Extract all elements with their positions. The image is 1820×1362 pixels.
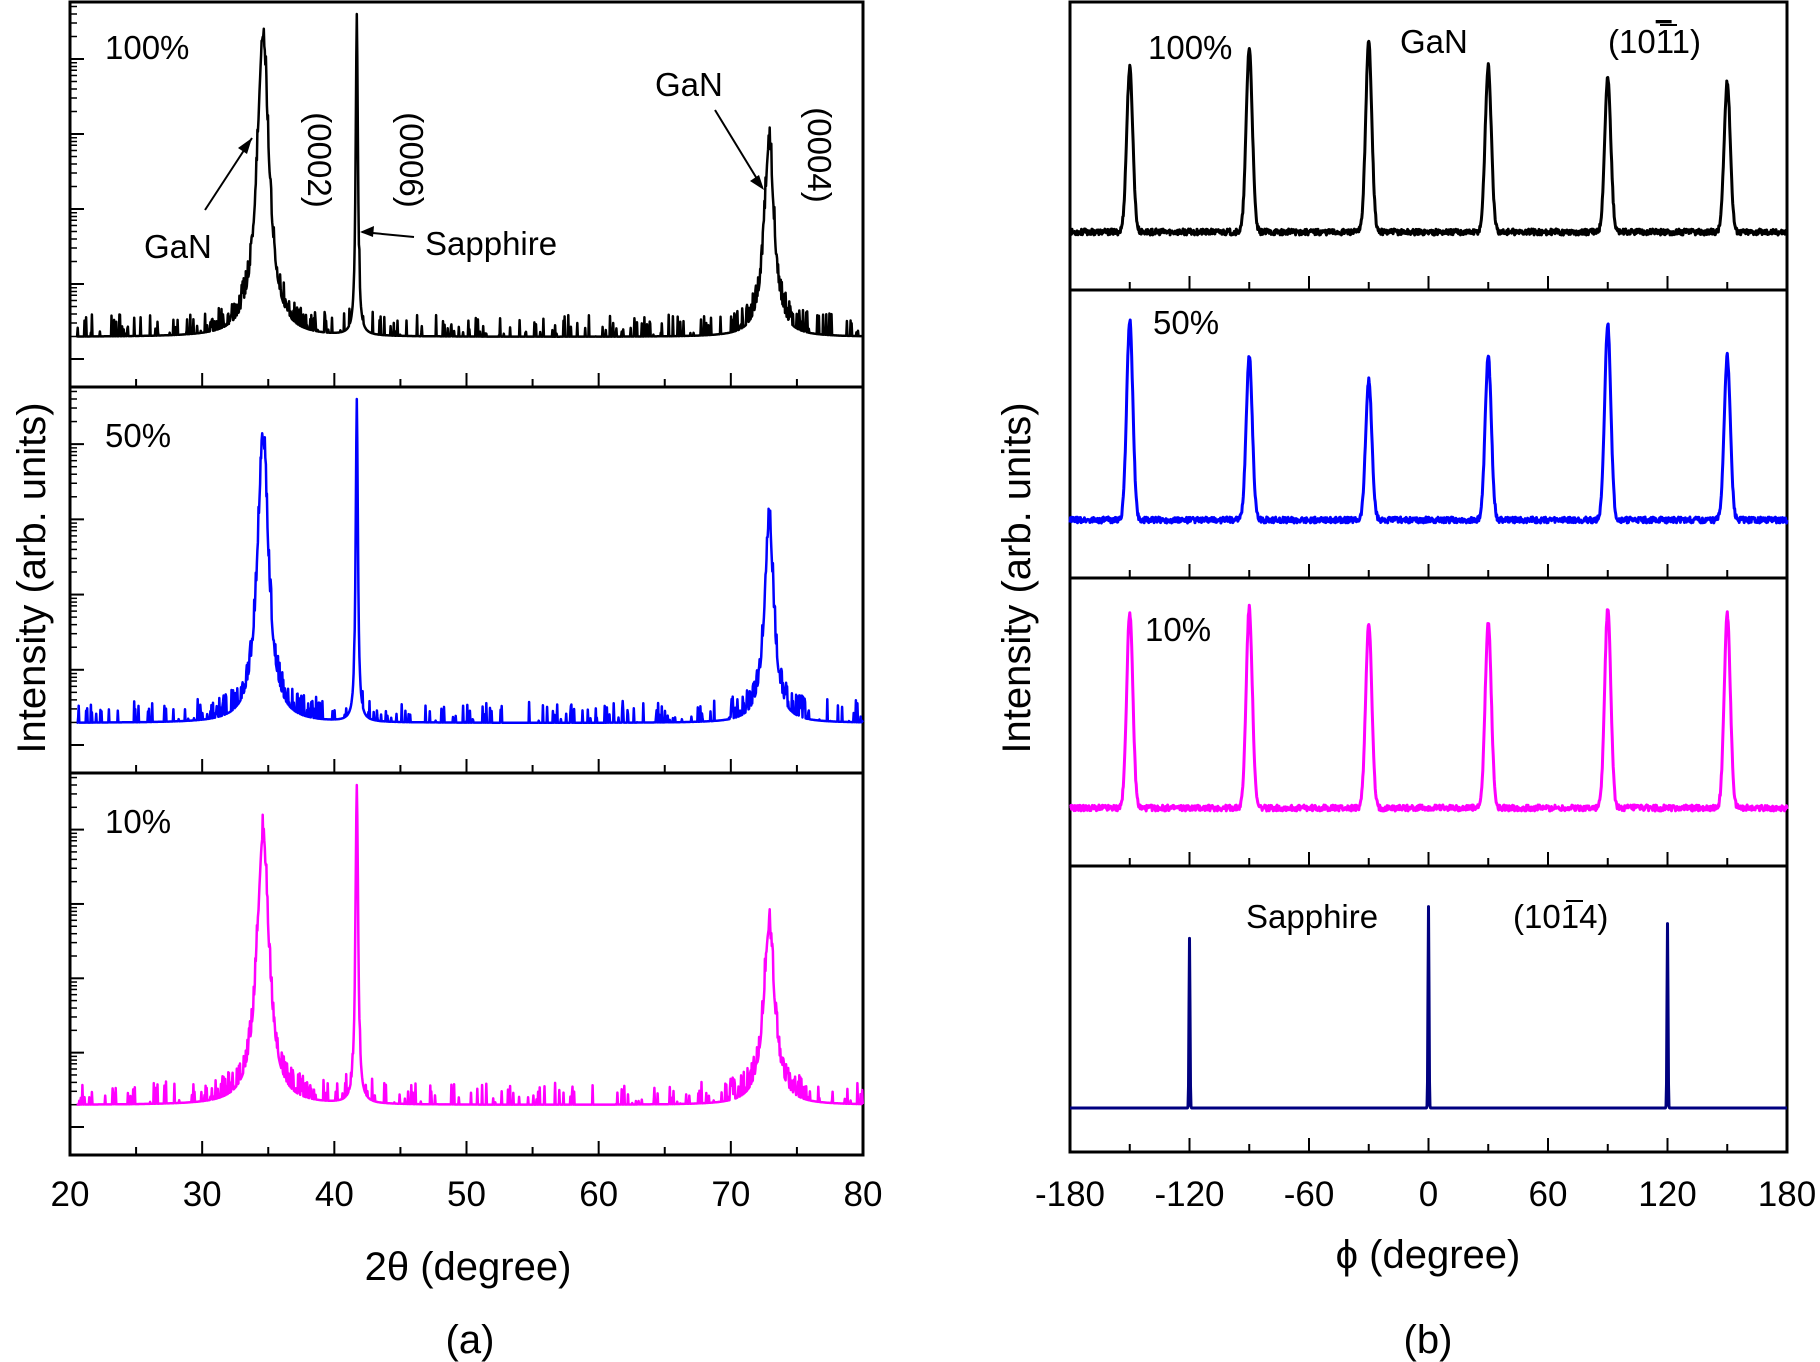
x-tick-label: 70: [711, 1175, 750, 1214]
x-tick-label: 0: [1419, 1175, 1438, 1214]
y-axis-title: Intensity (arb. units): [995, 402, 1039, 753]
arrow-head: [238, 138, 252, 154]
annotation-0004: (0004): [801, 107, 838, 202]
series-label: 50%: [1153, 304, 1219, 341]
hkl-part: (10: [1608, 23, 1656, 60]
phi-scan-100pct: [1068, 39, 1789, 237]
spectrum-100pct: [75, 12, 864, 338]
hkl-part: 1): [1672, 23, 1701, 60]
series-label: 10%: [105, 803, 171, 840]
series-label: 10%: [1145, 611, 1211, 648]
x-tick-label: -120: [1154, 1175, 1224, 1214]
panel-b-tag: (b): [1404, 1318, 1453, 1362]
hkl-part: (10: [1513, 898, 1561, 935]
annotation-gan: GaN: [1400, 23, 1468, 60]
arrow-head: [750, 175, 764, 190]
hkl-part: 1: [1656, 23, 1673, 60]
x-axis-title: 2θ (degree): [365, 1245, 572, 1289]
annotation-sapphire: Sapphire: [425, 225, 557, 262]
annotation-sapphire-hkl: (1014): [1513, 898, 1608, 935]
annotation-gan: GaN: [655, 66, 723, 103]
arrow-head: [360, 226, 374, 237]
series-label: 100%: [1148, 29, 1232, 66]
x-axis-title: ϕ (degree): [1336, 1233, 1521, 1277]
annotation-gan-hkl: (1011): [1608, 23, 1701, 60]
x-tick-label: 180: [1758, 1175, 1816, 1214]
annotation-gan: GaN: [144, 228, 212, 265]
phi-scan-Sapphire: [1069, 905, 1788, 1110]
hkl-part: 4): [1579, 898, 1608, 935]
annotation-0006: (0006): [393, 112, 430, 207]
x-tick-label: 60: [1529, 1175, 1568, 1214]
x-tick-label: 60: [579, 1175, 618, 1214]
phi-scan-50pct: [1068, 318, 1789, 525]
series-label: 50%: [105, 417, 171, 454]
x-tick-label: 120: [1638, 1175, 1696, 1214]
panel-b-phi-scan: -180 -120 -60 0 60 120 180 ϕ (degree) Intensity …: [995, 0, 1816, 1277]
x-tick-label: 80: [844, 1175, 883, 1214]
plot-frame: [68, 0, 865, 1157]
x-tick-label: 50: [447, 1175, 486, 1214]
hkl-part: 1: [1561, 898, 1579, 935]
x-tick-label: 40: [315, 1175, 354, 1214]
phi-scan-10pct: [1069, 603, 1789, 813]
panel-a-2theta-scan: 20 30 40 50 60 70 80 2θ (degree) Intensity (arb.…: [10, 0, 883, 1289]
spectrum-50pct: [75, 397, 864, 724]
y-axis-title: Intensity (arb. units): [10, 402, 54, 753]
annotation-sapphire: Sapphire: [1246, 898, 1378, 935]
annotation-0002: (0002): [301, 112, 338, 207]
series-label: 100%: [105, 29, 189, 66]
arrow-gan-0004: [714, 109, 763, 188]
x-tick-label: -60: [1284, 1175, 1335, 1214]
panel-a-tag: (a): [446, 1318, 495, 1362]
spectrum-10pct: [75, 783, 864, 1106]
x-tick-label: 30: [183, 1175, 222, 1214]
x-tick-label: 20: [51, 1175, 90, 1214]
x-tick-label: -180: [1035, 1175, 1105, 1214]
